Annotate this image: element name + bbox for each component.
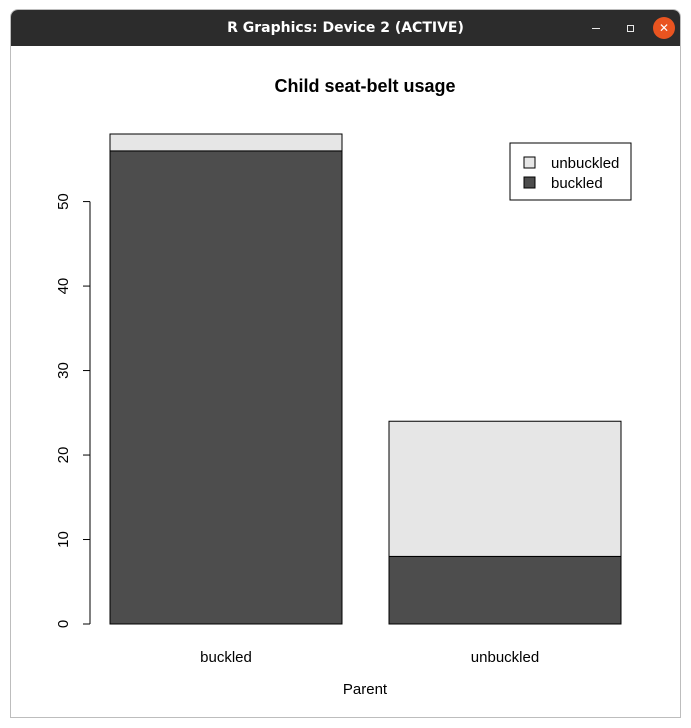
plot-area: Child seat-belt usage Parent 0 10 20 30 40 50…	[11, 46, 680, 717]
x-tick-label: unbuckled	[471, 649, 539, 666]
legend-swatch-buckled	[523, 176, 536, 189]
y-tick-label: 30	[55, 362, 72, 379]
bar-segment-unbuckled	[388, 420, 622, 557]
chart-title: Child seat-belt usage	[274, 76, 455, 96]
x-tick-label: buckled	[200, 649, 252, 666]
y-tick-label: 50	[55, 193, 72, 210]
legend-box	[509, 142, 632, 201]
bar-segment-buckled	[388, 555, 622, 625]
stacked-bar-chart: Child seat-belt usage Parent 0 10 20 30 40 50…	[55, 76, 632, 698]
maximize-icon	[626, 24, 634, 32]
minimize-icon	[592, 27, 600, 29]
close-icon: ✕	[658, 21, 670, 35]
close-button[interactable]: ✕	[653, 17, 675, 39]
bar-segment-unbuckled	[109, 133, 343, 152]
legend-label: unbuckled	[551, 155, 619, 172]
y-axis: 0 10 20 30 40 50	[55, 193, 91, 628]
y-tick-label: 10	[55, 531, 72, 548]
minimize-button[interactable]	[585, 17, 607, 39]
bars	[109, 133, 622, 625]
y-tick-label: 0	[55, 620, 72, 628]
y-tick-label: 20	[55, 447, 72, 464]
y-tick-label: 40	[55, 278, 72, 295]
maximize-button[interactable]	[619, 17, 641, 39]
r-graphics-window: R Graphics: Device 2 (ACTIVE) ✕ Child se…	[10, 9, 681, 718]
window-titlebar[interactable]: R Graphics: Device 2 (ACTIVE) ✕	[11, 10, 680, 46]
legend-label: buckled	[551, 175, 603, 192]
legend-swatch-unbuckled	[523, 156, 536, 169]
x-tick-labels: buckled unbuckled	[200, 649, 539, 666]
x-axis-label: Parent	[343, 681, 388, 698]
bar-segment-buckled	[109, 150, 343, 625]
window-title: R Graphics: Device 2 (ACTIVE)	[227, 20, 464, 36]
legend: unbuckled buckled	[509, 142, 632, 201]
